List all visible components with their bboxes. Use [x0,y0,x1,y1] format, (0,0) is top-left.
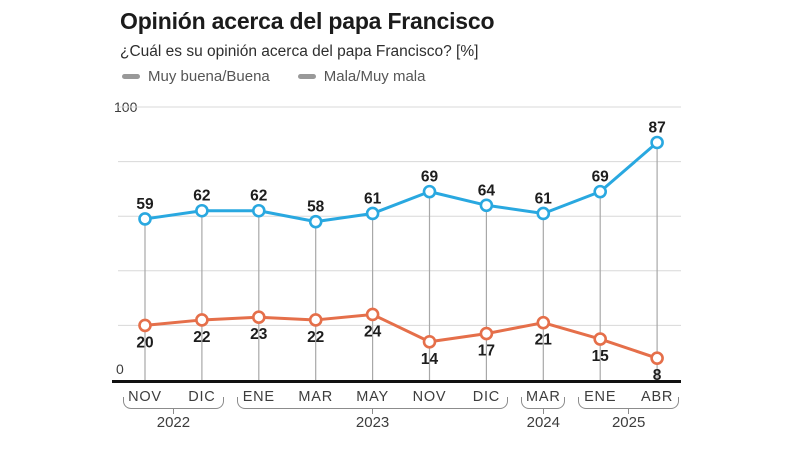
data-point [195,203,209,218]
value-label: 61 [364,190,382,207]
value-label: 69 [421,169,439,186]
month-label: MAR [525,389,561,405]
series-line [143,312,659,360]
legend-label-muy-buena: Muy buena/Buena [148,68,270,85]
year-label: 2024 [526,414,560,431]
value-label: 64 [478,182,496,199]
year-bracket-tick [542,408,545,414]
value-label: 22 [193,329,210,346]
legend-label-mala: Mala/Muy mala [323,68,426,85]
data-point [195,313,209,327]
month-label: ABR [640,389,674,405]
data-point [593,184,608,199]
month-label: DIC [188,389,216,405]
data-point [536,315,551,330]
year-bracket-tick [172,408,175,414]
value-label: 8 [653,367,662,384]
month-label: NOV [412,389,447,405]
series-line [143,140,659,224]
data-point [536,206,551,221]
value-label: 20 [136,334,153,351]
data-point [479,326,494,341]
data-point [650,351,664,365]
month-label: MAR [298,389,333,405]
data-point [650,135,664,150]
data-point [251,203,266,218]
data-point [308,313,323,327]
data-point [138,318,152,333]
month-label: MAY [356,389,389,405]
value-label: 17 [478,343,495,360]
data-point [365,206,380,221]
data-point [422,184,437,199]
month-label: ENE [242,389,275,405]
value-label: 22 [307,329,324,346]
year-label: 2023 [355,414,390,431]
value-label: 87 [648,119,665,136]
month-label: DIC [472,389,501,405]
year-bracket-tick [371,408,374,414]
data-point [593,332,608,346]
value-label: 21 [535,332,553,349]
value-label: 23 [250,326,268,343]
month-label: ENE [584,389,617,405]
value-label: 69 [592,169,610,186]
legend-swatch-blue [122,74,140,79]
year-bracket-tick [627,408,630,414]
value-label: 61 [535,190,553,207]
legend-item-mala: Mala/Muy mala [297,68,426,85]
value-label: 24 [364,323,382,340]
y-axis-label-0: 0 [116,362,128,376]
year-label: 2025 [611,414,646,431]
value-label: 58 [307,199,325,216]
value-label: 62 [193,188,210,205]
data-point [365,307,380,322]
value-label: 14 [421,351,439,368]
data-point [251,310,266,325]
value-label: 62 [250,188,267,205]
month-label: NOV [128,389,162,405]
legend-swatch-orange [297,74,316,79]
chart-subtitle: ¿Cuál es su opinión acerca del papa Fran… [120,43,479,60]
data-point [422,334,437,349]
value-label: 59 [136,196,154,213]
legend: Muy buena/Buena Mala/Muy mala [122,68,425,85]
data-point [479,198,494,213]
data-point [138,212,152,226]
value-label: 15 [592,348,610,365]
data-point [308,214,323,229]
chart-title: Opinión acerca del papa Francisco [120,8,495,34]
legend-item-muy-buena: Muy buena/Buena [122,68,270,85]
year-label: 2022 [156,414,191,431]
